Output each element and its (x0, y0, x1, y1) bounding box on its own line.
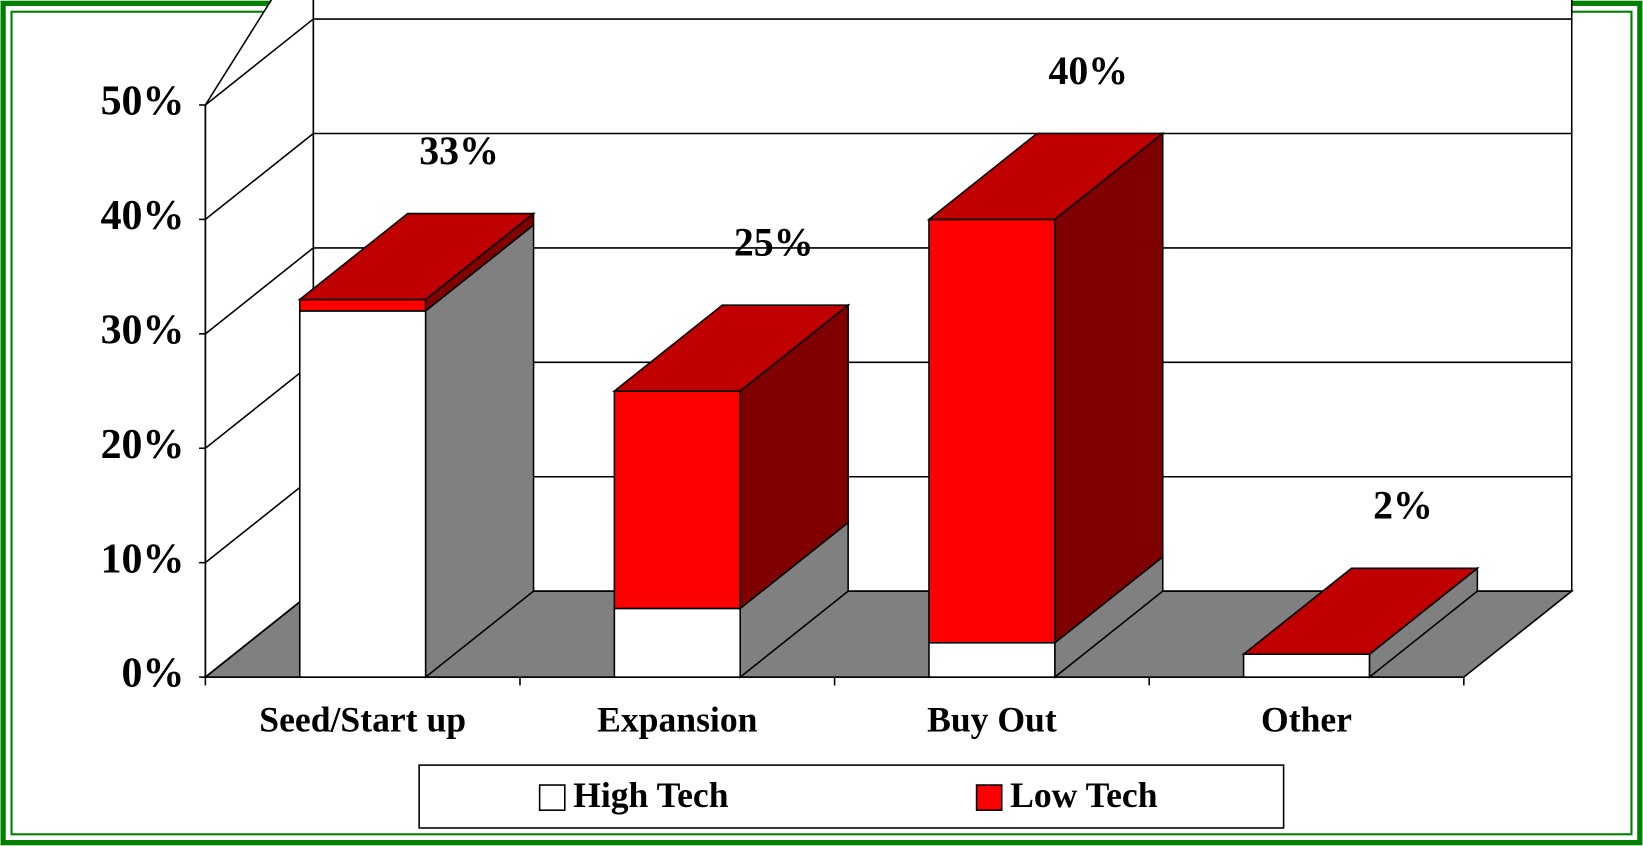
total-label: 40% (1049, 49, 1129, 93)
legend-label: Low Tech (1010, 775, 1158, 815)
y-tick-label: 20% (101, 422, 185, 468)
bar-front (613, 607, 742, 678)
bar-front (928, 641, 1056, 678)
legend-swatch (975, 784, 1003, 811)
x-tick-label: Expansion (597, 699, 758, 739)
x-tick-label: Buy Out (927, 699, 1057, 739)
bar-front (298, 310, 427, 678)
grid-line (204, 247, 314, 335)
bar-segment (612, 303, 851, 611)
grid-line (204, 590, 314, 678)
bar-top (297, 212, 536, 301)
grid-line (204, 476, 314, 564)
bar-segment (298, 223, 535, 679)
legend-label: High Tech (573, 775, 729, 815)
grid-line (204, 18, 314, 106)
bar-side (1054, 131, 1164, 645)
bar-top (926, 132, 1166, 221)
bar-front (298, 298, 427, 312)
bar-segment (926, 131, 1166, 645)
bar-segment (1241, 567, 1480, 656)
legend-swatch (538, 784, 566, 811)
total-label: 25% (734, 221, 814, 265)
bar-front (1242, 653, 1371, 678)
y-tick-label: 30% (101, 307, 185, 353)
bar-segment (928, 555, 1164, 679)
bar-front (613, 390, 742, 610)
total-label: 2% (1373, 484, 1433, 528)
y-tick-label: 10% (101, 536, 185, 582)
x-tick-label: Other (1261, 699, 1352, 739)
bar-top (1241, 567, 1480, 656)
y-tick-label: 50% (101, 79, 185, 125)
grid-line (204, 361, 314, 449)
y-tick-label: 0% (122, 651, 185, 697)
bar-segment (613, 520, 849, 679)
x-tick-label: Seed/Start up (259, 699, 466, 739)
total-label: 33% (419, 129, 499, 173)
side-wall (204, 0, 315, 679)
bar-front (928, 218, 1056, 644)
grid-line (204, 132, 314, 221)
bar-segment (297, 211, 536, 313)
y-tick-label: 40% (101, 193, 185, 239)
bar-top (612, 304, 851, 392)
